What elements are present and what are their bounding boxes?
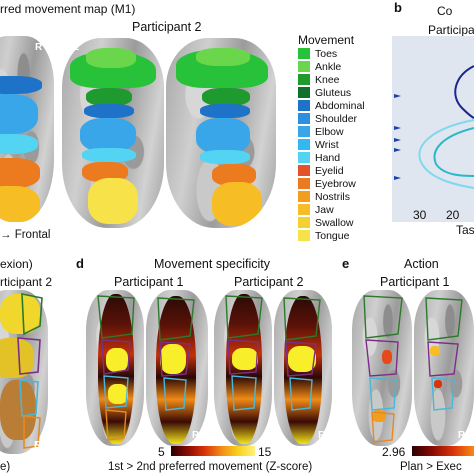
legend-item: Abdominal: [298, 99, 458, 112]
legend-item: Swallow: [298, 216, 458, 229]
legend-swatch: [298, 165, 310, 176]
panel-b-letter: b: [394, 0, 402, 15]
legend-item: Ankle: [298, 60, 458, 73]
legend-item: Hand: [298, 151, 458, 164]
legend-label: Knee: [315, 74, 340, 86]
hemisphere-r-label-a1: R: [35, 42, 43, 53]
legend-label: Eyebrow: [315, 178, 356, 190]
legend-title: Movement: [298, 33, 355, 47]
legend-label: Wrist: [315, 139, 339, 151]
legend-swatch: [298, 139, 310, 150]
legend-swatch: [298, 152, 310, 163]
hemisphere-l-label-e: L: [356, 430, 363, 441]
movement-legend: Toes Ankle Knee Gluteus Abdominal Should…: [298, 47, 378, 247]
colorbar-d: [171, 446, 255, 456]
panel-d-letter: d: [76, 256, 84, 271]
legend-label: Toes: [315, 48, 338, 60]
legend-swatch: [298, 61, 310, 72]
brain-surface-d4: [274, 290, 332, 446]
colorbar-d-label: 1st > 2nd preferred movement (Z-score): [108, 461, 313, 473]
legend-label: Nostrils: [315, 191, 351, 203]
legend-item: Shoulder: [298, 112, 458, 125]
legend-swatch: [298, 204, 310, 215]
hemisphere-r-label-e: R: [458, 430, 466, 441]
brain-surface-partial: [0, 36, 54, 222]
tuning-curve-plot: [392, 36, 474, 222]
panel-e-letter: e: [342, 256, 350, 271]
panel-d-participant-2: Participant 2: [234, 275, 304, 289]
panel-c-title: exion): [0, 257, 33, 271]
legend-label: Hand: [315, 152, 341, 164]
colorbar-e-label: Plan > Exec: [400, 461, 462, 473]
panel-e-title: Action: [404, 257, 439, 271]
legend-swatch: [298, 230, 310, 241]
legend-swatch: [298, 126, 310, 137]
legend-label: Ankle: [315, 61, 342, 73]
x-axis-label: Tas: [456, 223, 474, 237]
hemisphere-r-label-d1: R: [192, 430, 200, 441]
colorbar-e: [412, 446, 474, 456]
legend-label: Tongue: [315, 230, 350, 242]
legend-item: Wrist: [298, 138, 458, 151]
legend-label: Jaw: [315, 204, 334, 216]
brain-surface-e2: [414, 290, 474, 446]
legend-swatch: [298, 74, 310, 85]
legend-label: Abdominal: [315, 100, 365, 112]
legend-label: Eyelid: [315, 165, 344, 177]
legend-item: Eyebrow: [298, 177, 458, 190]
legend-swatch: [298, 113, 310, 124]
brain-surface-d2: [146, 290, 208, 446]
legend-item: Nostrils: [298, 190, 458, 203]
hemisphere-r-label-c: R: [34, 440, 42, 451]
panel-a-participant-label: Participant 2: [132, 20, 202, 34]
legend-item: Elbow: [298, 125, 458, 138]
legend-item: Eyelid: [298, 164, 458, 177]
region-outlines-e: [363, 295, 463, 443]
legend-swatch: [298, 217, 310, 228]
legend-label: Gluteus: [315, 87, 352, 99]
colorbar-e-min: 2.96: [382, 445, 406, 459]
panel-c-footer: e): [0, 461, 11, 473]
brain-surface-left-hemisphere: [62, 38, 164, 228]
legend-swatch: [298, 100, 310, 111]
panel-b-title: Co: [437, 4, 453, 18]
legend-label: Shoulder: [315, 113, 358, 125]
legend-item: Jaw: [298, 203, 458, 216]
hemisphere-l-label-d: L: [90, 430, 97, 441]
legend-swatch: [298, 48, 310, 59]
region-outlines-d: [97, 295, 321, 441]
panel-b-participant: Participa: [428, 23, 474, 37]
panel-c-participant: rticipant 2: [0, 275, 53, 289]
legend-item: Toes: [298, 47, 458, 60]
legend-label: Elbow: [315, 126, 344, 138]
legend-swatch: [298, 191, 310, 202]
orientation-label: → Frontal: [0, 229, 51, 241]
legend-item: Knee: [298, 73, 458, 86]
region-outlines-c: [17, 293, 43, 449]
legend-swatch: [298, 87, 310, 98]
panel-e-participant: Participant 1: [380, 275, 450, 289]
x-tick-30: 30: [413, 208, 427, 222]
legend-swatch: [298, 178, 310, 189]
hemisphere-r-label-d2: R: [318, 430, 326, 441]
hemisphere-l-label-a: L: [73, 42, 80, 53]
brain-surface-e1: [352, 290, 412, 446]
legend-item: Tongue: [298, 229, 458, 242]
colorbar-d-min: 5: [158, 445, 165, 459]
panel-a-title: rred movement map (M1): [0, 2, 136, 16]
legend-item: Gluteus: [298, 86, 458, 99]
legend-label: Swallow: [315, 217, 354, 229]
panel-d-participant-1: Participant 1: [114, 275, 184, 289]
colorbar-d-max: 15: [258, 445, 272, 459]
x-tick-20: 20: [446, 208, 460, 222]
brain-surface-right-hemisphere: [166, 38, 276, 228]
panel-d-title: Movement specificity: [154, 257, 271, 271]
